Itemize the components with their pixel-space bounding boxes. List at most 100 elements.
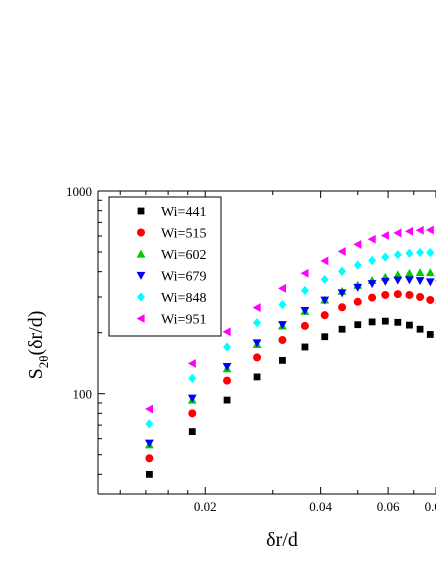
data-point — [320, 256, 329, 266]
data-point — [393, 250, 402, 260]
legend-marker — [136, 271, 146, 280]
data-point — [223, 376, 232, 385]
legend-box — [108, 196, 222, 337]
data-point — [338, 325, 346, 333]
legend-item: Wi=679 — [136, 270, 206, 285]
series-wi-848 — [145, 247, 436, 429]
data-point — [278, 336, 287, 345]
data-point — [187, 359, 196, 368]
legend-label: Wi=951 — [161, 313, 206, 328]
data-point — [393, 270, 403, 279]
x-tick-label: 0.04 — [309, 499, 332, 514]
legend-label: Wi=515 — [161, 227, 206, 242]
data-point — [416, 325, 424, 333]
data-point — [337, 289, 347, 298]
data-point — [300, 307, 310, 316]
data-point — [300, 285, 309, 296]
data-point — [380, 231, 389, 240]
data-point — [278, 300, 287, 310]
data-point — [405, 290, 414, 299]
legend: Wi=441 Wi=515 Wi=602 Wi=679 Wi=848 Wi=951 — [108, 196, 222, 337]
plot-frame — [97, 190, 436, 495]
data-point — [425, 278, 435, 287]
x-tick-label: 0.06 — [377, 499, 400, 514]
series-wi-951 — [145, 225, 436, 414]
data-point — [368, 318, 376, 326]
data-point — [252, 303, 261, 312]
data-point — [353, 240, 362, 249]
data-point — [426, 295, 435, 304]
data-point — [253, 353, 262, 362]
legend-item: Wi=602 — [136, 248, 206, 263]
x-tick-label: 0.02 — [194, 499, 217, 514]
data-point — [252, 339, 262, 348]
data-point — [278, 321, 287, 330]
y-axis-title-subscript: 2θ — [36, 356, 51, 369]
data-point — [368, 255, 377, 266]
data-point — [367, 280, 377, 289]
data-point — [300, 268, 309, 278]
data-point — [393, 228, 402, 238]
data-point — [223, 396, 231, 404]
data-point — [279, 356, 286, 364]
x-tick-label: 0.08 — [425, 499, 436, 514]
data-point — [320, 274, 329, 285]
data-point — [338, 266, 347, 276]
x-axis: 0.02 0.04 0.06 0.08 — [119, 191, 436, 514]
data-point — [368, 293, 377, 302]
data-point — [415, 268, 425, 277]
series-wi-441 — [146, 317, 434, 478]
data-point — [393, 290, 402, 299]
data-point — [381, 317, 389, 325]
data-point — [353, 260, 362, 270]
data-point — [145, 404, 154, 414]
data-point — [278, 283, 287, 293]
data-point — [188, 373, 197, 383]
data-point — [353, 297, 362, 306]
series-wi-515 — [145, 290, 436, 463]
y-axis: 100 1000 — [66, 184, 105, 475]
data-point — [338, 303, 347, 312]
data-point — [425, 268, 435, 277]
data-point — [353, 283, 363, 292]
x-axis-title: δr/d — [266, 529, 298, 551]
data-point — [321, 333, 329, 341]
legend-label: Wi=848 — [161, 291, 206, 306]
legend-marker — [137, 228, 145, 237]
data-point — [405, 226, 414, 236]
data-point — [415, 277, 425, 286]
data-point — [223, 342, 232, 352]
data-point — [188, 428, 196, 436]
y-axis-title: S2θ(δr/d) — [25, 311, 51, 380]
legend-item: Wi=848 — [137, 291, 206, 306]
legend-marker — [137, 207, 145, 215]
data-point — [405, 276, 414, 285]
data-point — [337, 247, 346, 256]
legend-item: Wi=515 — [137, 227, 206, 242]
data-point — [222, 363, 232, 372]
data-point — [300, 321, 309, 330]
data-point — [380, 277, 390, 286]
data-point — [405, 268, 414, 277]
data-point — [253, 373, 261, 381]
data-point — [426, 247, 435, 258]
legend-marker — [136, 314, 145, 323]
data-point — [426, 331, 434, 338]
data-point — [415, 225, 424, 235]
data-point — [354, 321, 362, 329]
legend-label: Wi=602 — [161, 248, 206, 263]
data-points — [145, 225, 436, 478]
data-point — [416, 247, 425, 258]
data-point — [393, 276, 403, 285]
data-point — [253, 318, 262, 328]
data-point — [320, 296, 330, 305]
data-point — [145, 454, 154, 463]
y-axis-title-main: S — [25, 368, 47, 379]
legend-label: Wi=679 — [161, 270, 206, 285]
data-point — [145, 419, 154, 429]
y-tick-label: 1000 — [66, 184, 92, 199]
legend-marker — [136, 249, 146, 258]
y-axis-title-tail: (δr/d) — [25, 311, 47, 356]
data-point — [406, 321, 413, 329]
data-point — [367, 234, 376, 244]
